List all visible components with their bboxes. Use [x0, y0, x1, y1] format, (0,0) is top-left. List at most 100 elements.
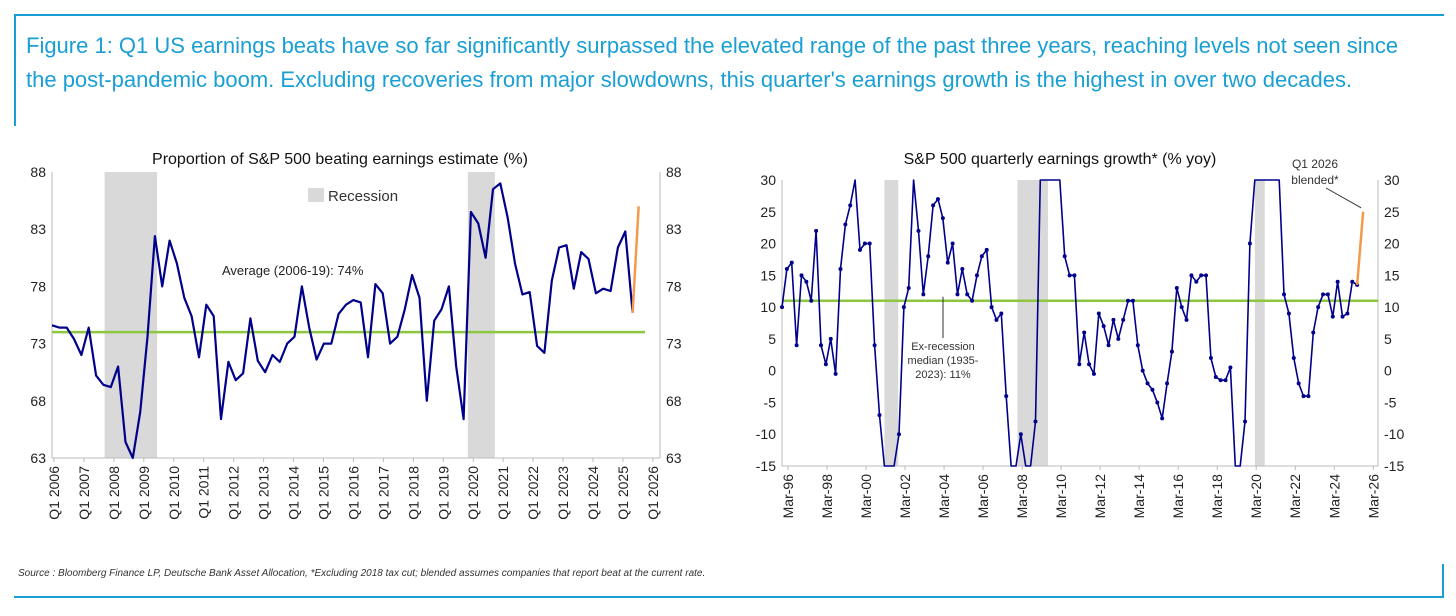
- data-point: [780, 305, 784, 310]
- highlight-segment-q1-2026: [631, 206, 640, 313]
- y-tick-label-right: -10: [1384, 426, 1404, 442]
- data-point: [872, 343, 877, 348]
- data-point: [1140, 368, 1145, 373]
- legend-swatch-recession: [308, 188, 324, 202]
- data-point: [1189, 273, 1194, 278]
- data-point: [1091, 371, 1096, 376]
- data-point: [1316, 305, 1321, 310]
- data-point: [1126, 298, 1131, 303]
- data-point: [1208, 355, 1213, 360]
- x-tick-label: Mar-16: [1170, 474, 1186, 519]
- data-point: [828, 336, 833, 341]
- y-tick-label-right: 30: [1384, 172, 1400, 188]
- x-tick-label: Q1 2009: [136, 466, 152, 520]
- data-point: [1121, 317, 1126, 322]
- y-tick-label-left: 88: [30, 164, 46, 180]
- legend-label-recession: Recession: [328, 188, 398, 205]
- annotation-arrow: [1325, 187, 1362, 209]
- data-point: [1340, 314, 1345, 319]
- x-tick-label: Mar-22: [1287, 474, 1303, 519]
- x-tick-label: Mar-96: [780, 474, 796, 519]
- data-point: [862, 241, 867, 246]
- data-point: [867, 241, 872, 246]
- chart-title: S&P 500 quarterly earnings growth* (% yo…: [904, 151, 1217, 168]
- data-point: [1106, 343, 1111, 348]
- data-point: [999, 311, 1004, 316]
- y-tick-label-left: -5: [764, 394, 777, 410]
- data-point: [1286, 311, 1291, 316]
- data-point: [1169, 349, 1174, 354]
- y-tick-label-left: 78: [30, 278, 46, 294]
- data-point: [1062, 254, 1067, 259]
- x-tick-label: Q1 2021: [495, 466, 511, 520]
- data-point: [1213, 375, 1218, 380]
- x-tick-label: Mar-00: [858, 474, 874, 519]
- data-point: [1150, 387, 1155, 392]
- chart-beat-proportion-svg: 63 63 68 68 73 73 78 78 83 83 88 88 Q1 2006 Q1 2007 Q1…: [30, 151, 682, 520]
- x-tick-label: Mar-08: [1014, 474, 1030, 519]
- data-point: [1291, 355, 1296, 360]
- data-point: [1145, 381, 1150, 386]
- y-tick-label-left: -15: [756, 458, 776, 474]
- x-tick-label: Q1 2010: [166, 466, 182, 520]
- data-point: [960, 266, 965, 271]
- figure-headline: Figure 1: Q1 US earnings beats have so f…: [26, 33, 1399, 92]
- x-tick-label: Q1 2012: [226, 466, 242, 520]
- median-label: Ex-recession median (1935-2023): 11%: [908, 341, 979, 381]
- chart-beat-proportion: 63 63 68 68 73 73 78 78 83 83 88 88 Q1 2006 Q1 2007 Q1…: [10, 140, 700, 560]
- recession-band: [1254, 180, 1265, 466]
- data-point: [935, 197, 940, 202]
- y-tick-label-left: 30: [760, 172, 776, 188]
- data-point: [970, 298, 975, 303]
- y-tick-label-right: 78: [666, 278, 682, 294]
- data-point: [945, 260, 950, 265]
- x-tick-label: Mar-24: [1326, 474, 1342, 519]
- data-point: [1345, 311, 1350, 316]
- data-point: [784, 266, 789, 271]
- data-point: [955, 292, 960, 297]
- y-tick-label-right: 0: [1384, 363, 1392, 379]
- annotation-line-1: Q1 2026: [1292, 157, 1338, 171]
- y-tick-label-left: 20: [760, 236, 776, 252]
- data-point: [994, 317, 999, 322]
- x-tick-label: Q1 2018: [405, 466, 421, 520]
- x-tick-label: Mar-26: [1365, 474, 1381, 519]
- y-tick-label-right: 5: [1384, 331, 1392, 347]
- x-tick-label: Mar-14: [1131, 474, 1147, 519]
- y-tick-label-left: 63: [30, 450, 46, 466]
- data-point: [1077, 362, 1082, 367]
- x-tick-label: Q1 2017: [375, 466, 391, 520]
- x-tick-label: Q1 2014: [286, 466, 302, 520]
- data-point: [950, 241, 955, 246]
- data-point: [926, 254, 931, 259]
- data-point: [1350, 279, 1355, 284]
- highlight-segment-q1-2026: [1355, 211, 1365, 285]
- data-point: [1335, 279, 1340, 284]
- data-point: [814, 228, 819, 233]
- x-tick-label: Q1 2016: [345, 466, 361, 520]
- data-point: [857, 247, 862, 252]
- data-point: [940, 216, 945, 221]
- top-rule: [14, 14, 1444, 16]
- data-point: [1321, 292, 1326, 297]
- right-rule: [1442, 564, 1444, 598]
- y-tick-label-left: 83: [30, 221, 46, 237]
- data-point: [1174, 286, 1179, 291]
- x-tick-label: Mar-18: [1209, 474, 1225, 519]
- x-tick-label: Q1 2015: [315, 466, 331, 520]
- y-tick-label-right: 83: [666, 221, 682, 237]
- data-point: [877, 413, 882, 418]
- data-point: [979, 254, 984, 259]
- y-tick-label-right: 20: [1384, 236, 1400, 252]
- x-tick-label: Q1 2011: [196, 466, 212, 519]
- y-tick-label-right: -5: [1384, 394, 1397, 410]
- data-point: [984, 247, 989, 252]
- x-tick-label: Q1 2007: [76, 466, 92, 520]
- average-label: Average (2006-19): 74%: [222, 263, 364, 278]
- data-point: [1223, 378, 1228, 383]
- data-point: [833, 371, 838, 376]
- y-tick-label-right: 73: [666, 336, 682, 352]
- data-point: [1218, 378, 1223, 383]
- chart-earnings-growth-svg: -15 -15 -10 -10 -5 -5 0 0 5 5 10 10 15 15 20 20 25 25 30 30…: [756, 151, 1405, 519]
- data-point: [906, 286, 911, 291]
